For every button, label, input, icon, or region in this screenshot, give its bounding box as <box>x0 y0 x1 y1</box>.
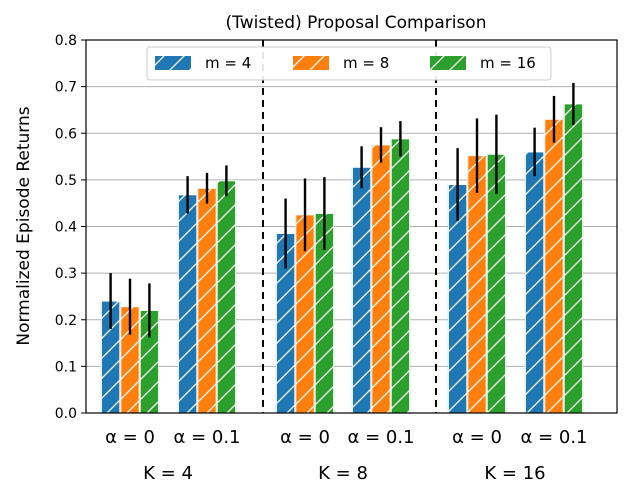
error-bars <box>109 82 575 338</box>
bar <box>486 154 507 413</box>
legend-label: m = 16 <box>480 54 536 72</box>
y-axis-label: Normalized Episode Returns <box>14 106 34 345</box>
bar <box>295 214 315 413</box>
bar <box>177 194 198 413</box>
legend-swatch <box>293 56 329 70</box>
chart-title: (Twisted) Proposal Comparison <box>226 13 487 33</box>
bar <box>100 301 121 413</box>
y-tick-label: 0.8 <box>55 33 77 49</box>
bar <box>275 233 296 413</box>
bar <box>139 310 160 413</box>
group-label: K = 8 <box>318 463 368 484</box>
legend-swatch <box>430 56 466 70</box>
y-tick-label: 0.2 <box>55 313 77 329</box>
axes <box>81 39 618 414</box>
bar <box>351 167 372 413</box>
x-tick-label: α = 0.1 <box>173 427 240 448</box>
legend: m = 4 m = 8 m = 16 <box>146 46 552 81</box>
y-tick-label: 0.4 <box>55 220 77 236</box>
group-label: K = 4 <box>143 463 193 484</box>
bar <box>314 213 335 413</box>
legend-label: m = 8 <box>343 54 389 72</box>
bar <box>544 119 564 413</box>
bar <box>197 188 217 413</box>
y-tick-label: 0.1 <box>55 359 77 375</box>
group-label: K = 16 <box>484 463 545 484</box>
bar <box>216 180 237 413</box>
bars <box>100 103 584 414</box>
bar <box>563 103 584 413</box>
x-tick-label: α = 0 <box>280 427 330 448</box>
y-tick-label: 0.7 <box>55 80 77 96</box>
legend-label: m = 4 <box>205 54 251 72</box>
bar <box>467 155 487 413</box>
x-tick-label: α = 0.1 <box>347 427 414 448</box>
legend-swatch <box>155 56 191 70</box>
legend-box <box>146 46 552 81</box>
bar <box>447 184 468 413</box>
bar <box>120 306 140 413</box>
x-tick-label: α = 0 <box>105 427 155 448</box>
x-tick-label: α = 0 <box>452 427 502 448</box>
y-tick-label: 0.5 <box>55 173 77 189</box>
y-tick-label: 0.0 <box>55 406 77 422</box>
bar <box>524 151 545 413</box>
y-tick-label: 0.6 <box>55 126 77 142</box>
y-tick-label: 0.3 <box>55 266 77 282</box>
tick-labels: 0.0 0.1 0.2 0.3 0.4 0.5 0.6 0.7 0.8 α = 0 α = 0.1 α… <box>55 33 588 484</box>
bar <box>390 138 411 413</box>
x-tick-label: α = 0.1 <box>520 427 587 448</box>
bar <box>371 144 391 413</box>
group-separators <box>262 40 437 413</box>
